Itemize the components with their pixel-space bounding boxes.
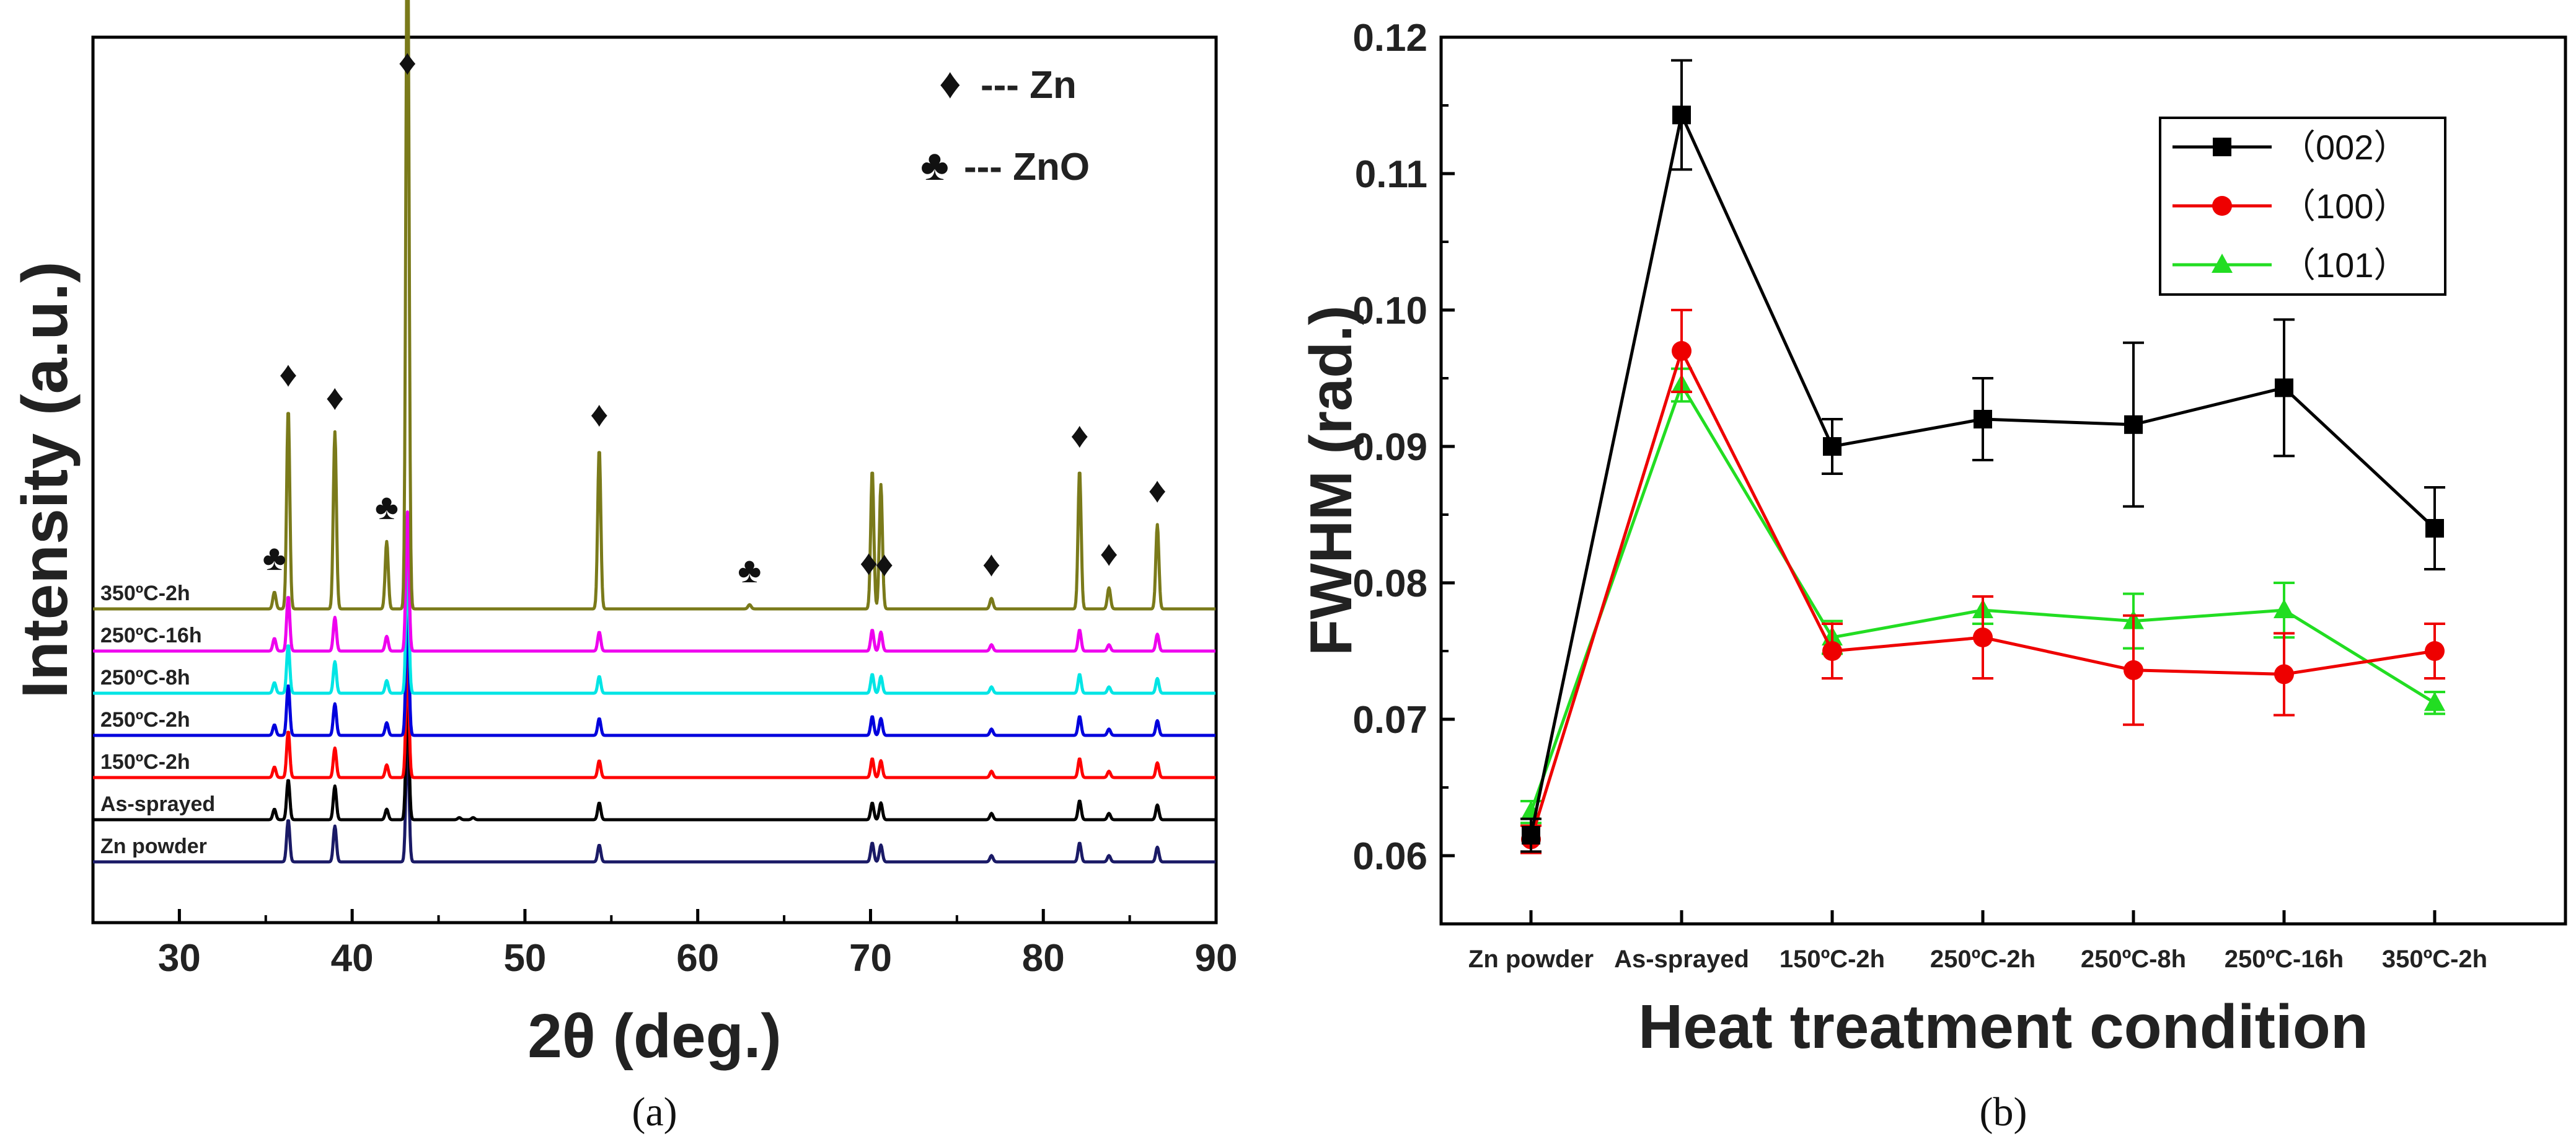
fwhm-x-axis-label: Heat treatment condition — [1638, 992, 2368, 1062]
fwhm-legend: （002） （100） （101） — [2159, 117, 2446, 296]
xrd-x-ticks: 30 40 50 60 70 80 90 — [92, 909, 1238, 980]
fwhm-point-2-6 — [2424, 691, 2445, 711]
xrd-x-axis-label: 2θ (deg.) — [527, 1001, 782, 1071]
xrd-peak-marker-11: ♦ — [1100, 533, 1118, 574]
xrd-trace-label-5: 250ºC-16h — [100, 624, 202, 647]
xrd-traces — [92, 0, 1217, 864]
xrd-trace-6 — [92, 0, 1217, 611]
xrd-trace-labels: Zn powder As-sprayed 150ºC-2h 250ºC-2h 250ºC… — [100, 582, 215, 858]
fwhm-point-1-2 — [1822, 641, 1842, 661]
fwhm-series-0 — [1520, 59, 2445, 853]
fwhm-y-tick-label-2: 0.08 — [1352, 562, 1427, 605]
xrd-x-tick-label-3: 60 — [676, 937, 719, 980]
xrd-trace-4 — [92, 561, 1217, 695]
panel-b-caption: (b) — [1980, 1089, 2027, 1135]
xrd-trace-3 — [92, 607, 1217, 737]
fwhm-x-ticks: Zn powder As-sprayed 150ºC-2h 250ºC-2h 250ºC… — [1468, 910, 2487, 973]
fwhm-panel: 0.06 0.07 0.08 0.09 0.10 0.11 0.12 Zn powder As… — [1298, 17, 2567, 1135]
xrd-trace-1 — [92, 696, 1217, 822]
xrd-x-tick-label-1: 40 — [331, 937, 374, 980]
fwhm-y-ticks: 0.06 0.07 0.08 0.09 0.10 0.11 0.12 — [1352, 17, 1455, 925]
fwhm-point-1-5 — [2274, 664, 2294, 685]
xrd-peak-marker-12: ♦ — [1148, 470, 1167, 510]
fwhm-point-0-1 — [1672, 105, 1691, 125]
fwhm-legend-marker-1 — [2212, 196, 2232, 216]
fwhm-point-0-0 — [1522, 826, 1540, 845]
xrd-trace-5 — [92, 510, 1217, 653]
xrd-x-tick-label-5: 80 — [1022, 937, 1065, 980]
fwhm-legend-label-0: （002） — [2281, 128, 2408, 167]
fwhm-point-1-3 — [1973, 627, 1993, 647]
zn-legend-label: --- Zn — [981, 64, 1077, 107]
xrd-peak-marker-3: ♣ — [375, 487, 399, 527]
xrd-plot-frame — [91, 35, 1218, 925]
fwhm-x-tick-label-5: 250ºC-16h — [2225, 946, 2344, 973]
xrd-peak-marker-0: ♣ — [263, 538, 286, 578]
xrd-trace-label-4: 250ºC-8h — [100, 666, 190, 690]
fwhm-point-0-5 — [2275, 378, 2293, 397]
xrd-peak-marker-6: ♣ — [738, 550, 761, 590]
zno-legend-symbol: ♣ — [920, 142, 949, 190]
fwhm-point-0-2 — [1823, 437, 1842, 456]
fwhm-point-2-5 — [2274, 599, 2295, 618]
zn-legend-symbol: ♦ — [939, 60, 961, 108]
fwhm-x-tick-label-2: 150ºC-2h — [1780, 946, 1885, 973]
xrd-peak-marker-7: ♦ — [860, 543, 878, 583]
fwhm-y-axis-label: FWHM (rad.) — [1298, 305, 1364, 655]
xrd-y-axis-label: Intensity (a.u.) — [9, 262, 81, 699]
fwhm-x-tick-label-3: 250ºC-2h — [1930, 946, 2036, 973]
xrd-trace-0 — [92, 734, 1217, 864]
fwhm-x-tick-label-4: 250ºC-8h — [2081, 946, 2186, 973]
xrd-trace-label-6: 350ºC-2h — [100, 582, 190, 605]
zno-legend-label: --- ZnO — [964, 146, 1090, 188]
fwhm-point-1-4 — [2124, 660, 2143, 680]
xrd-panel: 30 40 50 60 70 80 90 ♣♦♦♣♦♦♣ ♦♦ ♦♦♦♦ Zn powderAs… — [9, 0, 1237, 1135]
fwhm-x-tick-label-1: As-sprayed — [1614, 946, 1749, 973]
fwhm-legend-marker-0 — [2213, 138, 2231, 156]
fwhm-point-0-4 — [2124, 415, 2143, 434]
xrd-trace-2 — [92, 655, 1217, 779]
xrd-trace-label-2: 150ºC-2h — [100, 750, 190, 774]
fwhm-x-tick-label-0: Zn powder — [1468, 946, 1594, 973]
fwhm-series — [1520, 59, 2445, 854]
xrd-legend: ♦ --- Zn ♣ --- ZnO — [920, 60, 1090, 190]
xrd-peak-marker-5: ♦ — [590, 394, 609, 435]
panel-a-caption: (a) — [632, 1089, 677, 1135]
fwhm-point-0-6 — [2425, 519, 2444, 538]
xrd-peak-marker-2: ♦ — [325, 377, 344, 417]
fwhm-y-tick-label-3: 0.09 — [1352, 426, 1427, 469]
fwhm-point-0-3 — [1974, 410, 1992, 428]
xrd-x-tick-label-4: 70 — [849, 937, 892, 980]
fwhm-y-tick-label-0: 0.06 — [1352, 835, 1427, 878]
fwhm-y-tick-label-4: 0.10 — [1352, 290, 1427, 332]
xrd-peak-annotations: ♣♦♦♣♦♦♣ ♦♦ ♦♦♦♦ — [263, 42, 1167, 590]
fwhm-legend-marker-2 — [2212, 254, 2233, 273]
xrd-trace-label-1: As-sprayed — [100, 792, 215, 816]
fwhm-x-tick-label-6: 350ºC-2h — [2382, 946, 2487, 973]
fwhm-y-tick-label-1: 0.07 — [1352, 699, 1427, 742]
xrd-trace-label-3: 250ºC-2h — [100, 708, 190, 732]
fwhm-series-1 — [1520, 309, 2445, 854]
xrd-peak-marker-4: ♦ — [399, 42, 417, 82]
xrd-peak-marker-10: ♦ — [1070, 415, 1089, 456]
fwhm-point-1-6 — [2425, 641, 2445, 661]
xrd-x-tick-label-6: 90 — [1195, 937, 1238, 980]
xrd-trace-label-0: Zn powder — [100, 835, 207, 858]
fwhm-y-tick-label-5: 0.11 — [1355, 153, 1427, 196]
xrd-x-tick-label-0: 30 — [158, 937, 201, 980]
xrd-peak-marker-1: ♦ — [279, 354, 298, 394]
fwhm-point-1-1 — [1672, 341, 1692, 361]
fwhm-legend-label-1: （100） — [2281, 187, 2408, 226]
fwhm-legend-label-2: （101） — [2281, 246, 2408, 285]
fwhm-y-tick-label-6: 0.12 — [1352, 17, 1427, 60]
xrd-x-tick-label-2: 50 — [503, 937, 546, 980]
xrd-peak-marker-9: ♦ — [982, 544, 1001, 584]
xrd-peak-marker-8: ♦ — [875, 544, 894, 584]
